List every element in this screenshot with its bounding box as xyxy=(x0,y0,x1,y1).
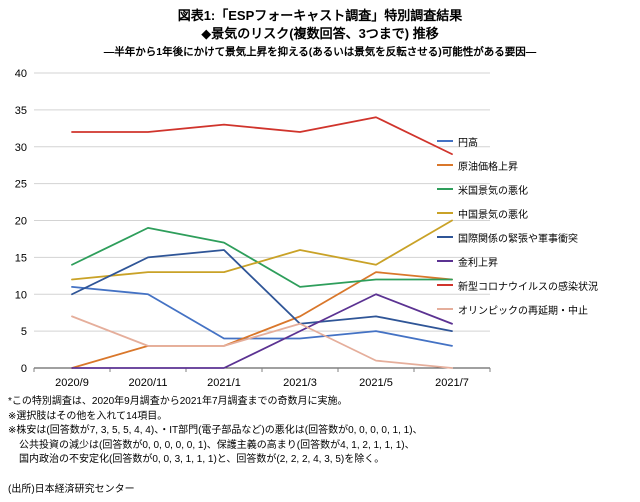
figure-subtitle: ◆景気のリスク(複数回答、3つまで) 推移 xyxy=(201,26,439,42)
legend-item-olympics-postponement: オリンピックの再延期・中止 xyxy=(437,303,598,317)
series-line-china-economy-worsening xyxy=(71,219,453,281)
x-tick-label: 2021/1 xyxy=(207,377,241,389)
legend-label: 国際関係の緊張や軍事衝突 xyxy=(458,233,578,245)
legend-item-yen-appreciation: 円高 xyxy=(437,135,598,149)
series-line-us-economy-worsening xyxy=(71,227,453,289)
x-tick-label: 2021/5 xyxy=(359,377,393,389)
legend-label: 金利上昇 xyxy=(458,257,498,269)
footnote-line: ※株安は(回答数が7, 3, 5, 5, 4, 4)、・IT部門(電子部品など)… xyxy=(8,425,423,437)
source-note: (出所)日本経済研究センター xyxy=(8,483,135,495)
y-tick-label: 35 xyxy=(15,105,27,117)
series-line-interest-rate-rise xyxy=(71,293,453,370)
y-tick-label: 10 xyxy=(15,290,27,302)
legend-label: 新型コロナウイルスの感染状況 xyxy=(458,281,598,293)
legend-label: 原油価格上昇 xyxy=(458,161,518,173)
series-line-international-tensions xyxy=(71,249,453,333)
legend-item-china-economy-worsening: 中国景気の悪化 xyxy=(437,207,598,221)
x-tick-label: 2021/3 xyxy=(283,377,317,389)
y-tick-label: 25 xyxy=(15,179,27,191)
legend-label: 円高 xyxy=(458,137,478,149)
footnote-line: 公共投資の減少は(回答数が0, 0, 0, 0, 0, 1)、保護主義の高まり(… xyxy=(19,439,415,451)
legend-swatch xyxy=(437,260,453,263)
y-tick-label: 0 xyxy=(21,363,27,375)
legend-swatch xyxy=(437,236,453,239)
y-tick-label: 30 xyxy=(15,142,27,154)
legend-item-oil-price-rise: 原油価格上昇 xyxy=(437,159,598,173)
x-tick-label: 2020/9 xyxy=(55,377,89,389)
x-tick-label: 2020/11 xyxy=(129,377,168,389)
x-tick-label: 2021/7 xyxy=(435,377,469,389)
legend-swatch xyxy=(437,284,453,287)
legend-swatch xyxy=(437,188,453,191)
legend-item-interest-rate-rise: 金利上昇 xyxy=(437,255,598,269)
y-tick-label: 15 xyxy=(15,253,27,265)
legend-label: オリンピックの再延期・中止 xyxy=(458,305,588,317)
legend-swatch xyxy=(437,308,453,311)
y-tick-label: 40 xyxy=(15,68,27,80)
legend-item-us-economy-worsening: 米国景気の悪化 xyxy=(437,183,598,197)
chart-svg: 0 5 10 15 20 25 30 35 40 2020/9 2020/11 2021/1 2021/… xyxy=(15,68,491,389)
legend-swatch xyxy=(437,164,453,167)
legend-item-international-tensions: 国際関係の緊張や軍事衝突 xyxy=(437,231,598,245)
footnote-line: 国内政治の不安定化(回答数が0, 0, 3, 1, 1, 1)と、回答数が(2,… xyxy=(19,454,385,466)
series-line-olympics-postponement xyxy=(71,315,453,370)
series-line-yen-appreciation xyxy=(71,286,453,348)
y-tick-label: 5 xyxy=(21,327,27,339)
series-line-oil-price-rise xyxy=(71,271,453,370)
y-tick-label: 20 xyxy=(15,216,27,228)
footnotes: *この特別調査は、2020年9月調査から2021年7月調査までの奇数月に実施。 … xyxy=(0,395,640,468)
figure-title: 図表1:「ESPフォーキャスト調査」特別調査結果 xyxy=(177,8,463,23)
legend-label: 中国景気の悪化 xyxy=(458,209,528,221)
legend-label: 米国景気の悪化 xyxy=(458,185,528,197)
series-line-covid19-infection xyxy=(71,116,453,156)
figure-caption: ―半年から1年後にかけて景気上昇を抑える(あるいは景気を反転させる)可能性がある… xyxy=(103,46,537,59)
chart-header: 図表1:「ESPフォーキャスト調査」特別調査結果 ◆景気のリスク(複数回答、3つ… xyxy=(0,0,640,59)
legend-item-covid19-infection: 新型コロナウイルスの感染状況 xyxy=(437,279,598,293)
legend-swatch xyxy=(437,212,453,215)
footnote-line: *この特別調査は、2020年9月調査から2021年7月調査までの奇数月に実施。 xyxy=(8,396,348,408)
legend: 円高原油価格上昇 米国景気の悪化 中国景気の悪化国際関係の緊張や軍事衝突 金利上昇新型… xyxy=(437,135,598,317)
chart-area: 0 5 10 15 20 25 30 35 40 2020/9 2020/11 2021/1 2021/… xyxy=(0,59,640,395)
footnote-line: ※選択肢はその他を入れて14項目。 xyxy=(8,410,168,422)
legend-swatch xyxy=(437,140,453,143)
